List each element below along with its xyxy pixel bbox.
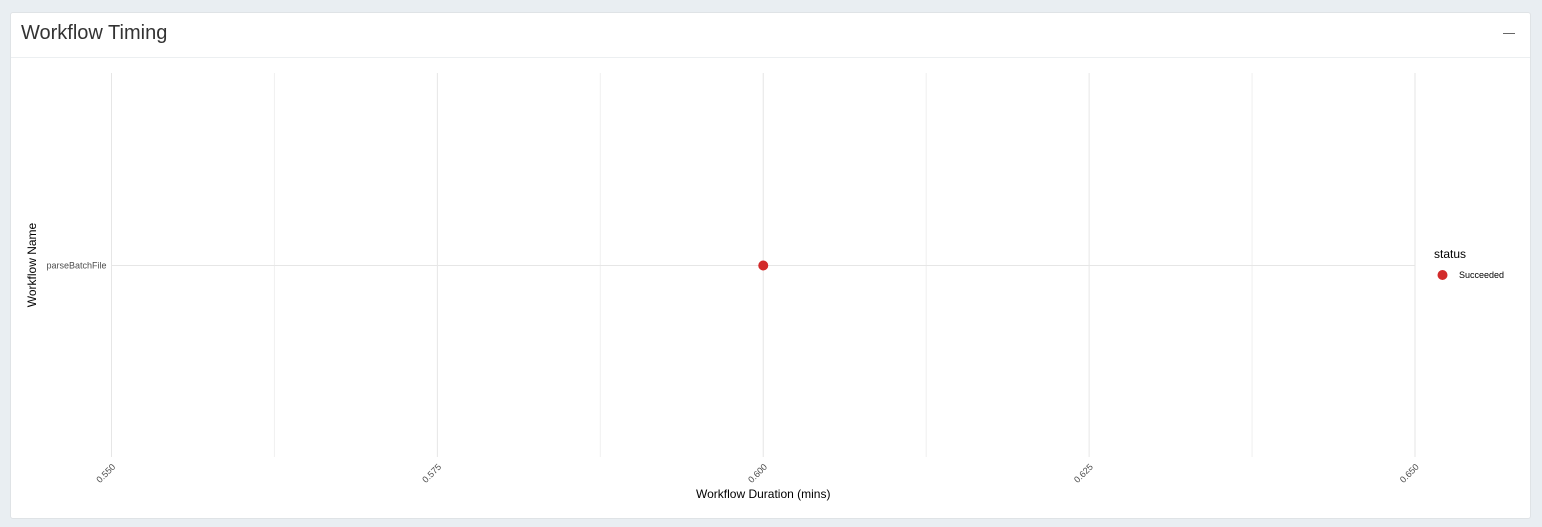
x-axis-title: Workflow Duration (mins) bbox=[696, 487, 830, 501]
x-tick-label: 0.600 bbox=[746, 462, 769, 485]
legend-swatch bbox=[1437, 270, 1448, 280]
legend-label: Succeeded bbox=[1459, 270, 1504, 280]
y-tick-label: parseBatchFile bbox=[46, 261, 106, 271]
x-tick-label: 0.550 bbox=[94, 462, 117, 485]
panel-title: Workflow Timing bbox=[21, 22, 168, 44]
x-tick-label: 0.575 bbox=[420, 462, 443, 485]
panel-header: Workflow Timing bbox=[11, 13, 1530, 58]
data-point bbox=[758, 260, 769, 271]
y-axis-title: Workflow Name bbox=[25, 222, 39, 307]
minus-icon[interactable] bbox=[1502, 24, 1516, 42]
legend-title: status bbox=[1434, 247, 1466, 261]
x-tick-label: 0.625 bbox=[1072, 462, 1095, 485]
x-tick-label: 0.650 bbox=[1398, 462, 1421, 485]
